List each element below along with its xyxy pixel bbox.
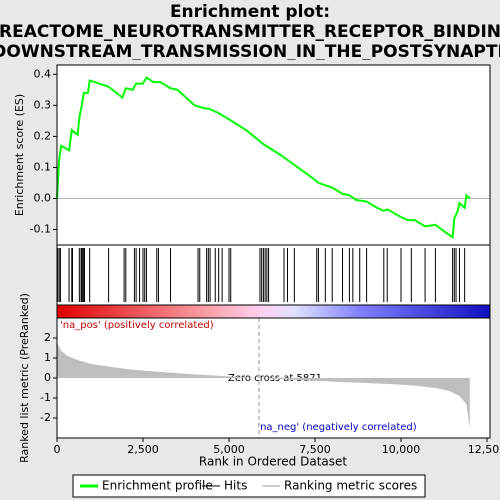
chart-title: Enrichment plot: [170, 2, 330, 22]
x-tick-label: 2,500 [127, 443, 159, 456]
y-tick-label: 2 [44, 331, 51, 344]
y-axis-label: Enrichment score (ES) [13, 94, 26, 216]
x-axis-label: Rank in Ordered Dataset [199, 455, 347, 469]
legend-label: Enrichment profile [102, 479, 213, 493]
x-tick-label: 10,000 [382, 443, 421, 456]
annotation: 'na_pos' (positively correlated) [60, 320, 214, 331]
y-tick-label: -2 [40, 411, 51, 424]
y-tick-label: 0.1 [34, 160, 52, 173]
y-tick-label: -0.1 [30, 222, 51, 235]
panel-frame [56, 304, 491, 319]
y-tick-label: -1 [40, 391, 51, 404]
x-tick-label: 5,000 [213, 443, 245, 456]
y-axis-label: Ranked list metric (PreRanked) [18, 293, 31, 463]
legend [72, 474, 426, 498]
x-tick-label: 12,500 [468, 443, 500, 456]
x-tick-label: 7,500 [299, 443, 331, 456]
y-tick-label: 0 [44, 371, 51, 384]
y-tick-label: 0.4 [34, 67, 52, 80]
chart-subtitle: _DOWNSTREAM_TRANSMISSION_IN_THE_POSTSYNA… [0, 42, 500, 62]
y-tick-label: 1 [44, 351, 51, 364]
color-band [57, 305, 490, 318]
y-tick-label: 0.0 [34, 191, 52, 204]
chart-subtitle: REACTOME_NEUROTRANSMITTER_RECEPTOR_BINDI… [0, 22, 500, 42]
y-tick-label: 0.3 [34, 98, 52, 111]
legend-label: Hits [224, 479, 247, 493]
x-tick-label: 0 [54, 443, 61, 456]
annotation: 'na_neg' (negatively correlated) [257, 422, 416, 433]
enrichment-line [56, 75, 471, 240]
y-tick-label: 0.2 [34, 129, 52, 142]
legend-label: Ranking metric scores [284, 479, 417, 493]
